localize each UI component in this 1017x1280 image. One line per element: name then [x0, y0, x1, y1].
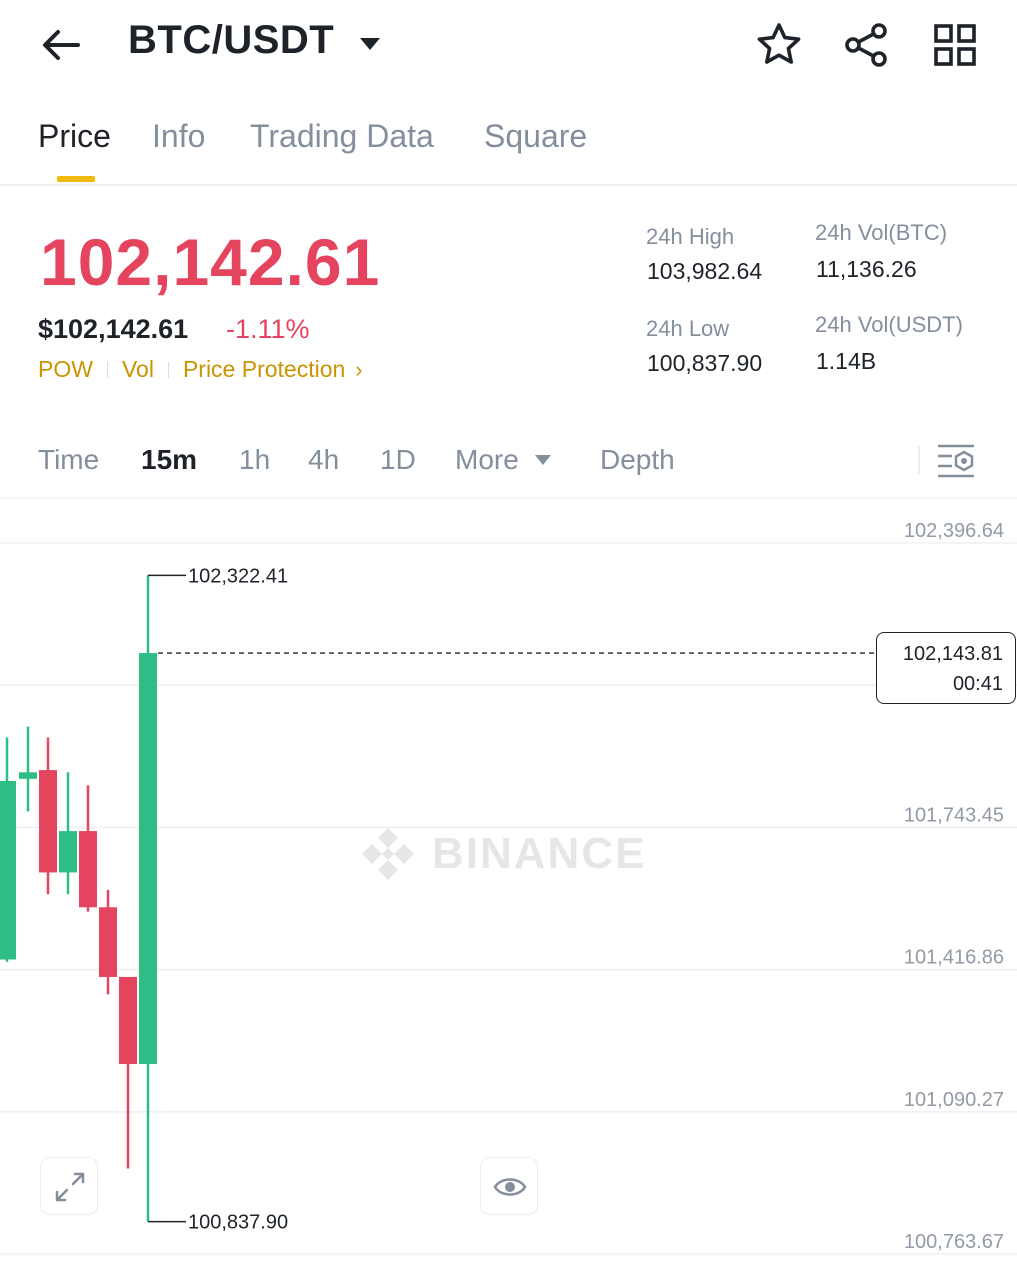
tag-price-protection[interactable]: Price Protection — [182, 356, 346, 382]
candle-body — [119, 976, 137, 1065]
binance-logo-icon — [362, 828, 414, 880]
header-bar: BTC/USDT — [0, 0, 1017, 90]
grid-icon[interactable] — [930, 20, 980, 70]
high-marker-label: 102,322.41 — [188, 565, 288, 587]
vol-usdt-label: 24h Vol(USDT) — [815, 312, 963, 337]
interval-1h[interactable]: 1h — [239, 444, 271, 475]
current-price-tag[interactable]: 102,143.81 00:41 — [876, 632, 1016, 704]
low-value: 100,837.90 — [647, 350, 763, 376]
interval-time[interactable]: Time — [38, 444, 100, 475]
y-axis-label: 100,763.67 — [904, 1231, 1004, 1253]
chart-settings-icon[interactable] — [934, 440, 978, 480]
y-axis-label: 102,396.64 — [904, 520, 1004, 542]
visibility-button[interactable] — [480, 1157, 538, 1215]
low-marker-label: 100,837.90 — [188, 1212, 288, 1234]
tag-divider — [106, 361, 108, 378]
watermark-text: BINANCE — [432, 829, 647, 878]
candle-body — [39, 770, 57, 873]
y-axis-label: 101,416.86 — [904, 947, 1004, 969]
chevron-right-icon[interactable]: › — [355, 356, 363, 382]
candle-body — [79, 831, 97, 908]
interval-1d[interactable]: 1D — [380, 444, 416, 475]
tab-trading-data[interactable]: Trading Data — [250, 118, 434, 154]
caret-down-icon[interactable] — [534, 454, 552, 466]
star-icon[interactable] — [754, 20, 804, 70]
interval-bar: Time 15m 1h 4h 1D More Depth — [0, 430, 1017, 496]
current-price-value: 102,143.81 — [902, 643, 1003, 665]
candle-body — [59, 831, 77, 873]
change-percent: -1.11% — [226, 314, 310, 344]
last-price: 102,142.61 — [40, 225, 381, 299]
y-axis-label: 101,090.27 — [904, 1089, 1004, 1111]
chart-divider — [0, 497, 1017, 499]
tab-info[interactable]: Info — [152, 118, 206, 154]
candle-body — [0, 781, 16, 960]
y-axis-label: 101,743.45 — [904, 804, 1004, 826]
expand-icon — [55, 1172, 85, 1202]
candle-body — [139, 653, 157, 1065]
candlestick-chart[interactable]: 102,396.64 101,743.45 101,416.86 101,090.27… — [0, 500, 1017, 1280]
usd-price: $102,142.61 — [38, 314, 189, 344]
vol-usdt-value: 1.14B — [816, 348, 877, 374]
interval-divider — [918, 446, 920, 474]
interval-15m[interactable]: 15m — [141, 444, 198, 475]
tag-divider — [167, 361, 169, 378]
section-tabs: Price Info Trading Data Square — [0, 100, 1017, 186]
back-arrow-icon — [43, 30, 80, 60]
active-tab-indicator — [57, 176, 95, 182]
interval-depth[interactable]: Depth — [600, 444, 675, 475]
tag-vol[interactable]: Vol — [121, 356, 154, 382]
low-label: 24h Low — [646, 316, 730, 341]
tab-square[interactable]: Square — [484, 118, 588, 154]
candle-body — [99, 907, 117, 977]
vol-btc-label: 24h Vol(BTC) — [815, 220, 948, 245]
share-icon[interactable] — [842, 20, 892, 70]
chevron-down-icon[interactable] — [356, 34, 384, 54]
fullscreen-button[interactable] — [40, 1157, 98, 1215]
candle-body — [19, 772, 37, 779]
eye-icon — [493, 1178, 527, 1196]
tag-pow[interactable]: POW — [38, 356, 93, 382]
tag-row: POW Vol Price Protection › — [38, 356, 363, 383]
binance-watermark: BINANCE — [358, 822, 658, 886]
interval-4h[interactable]: 4h — [308, 444, 340, 475]
high-label: 24h High — [646, 224, 735, 249]
tab-price[interactable]: Price — [38, 118, 111, 154]
pair-title[interactable]: BTC/USDT — [128, 18, 335, 62]
candle-countdown: 00:41 — [952, 673, 1003, 695]
vol-btc-value: 11,136.26 — [816, 256, 917, 282]
back-button[interactable] — [34, 22, 90, 68]
interval-more[interactable]: More — [455, 444, 519, 475]
high-value: 103,982.64 — [647, 258, 763, 284]
